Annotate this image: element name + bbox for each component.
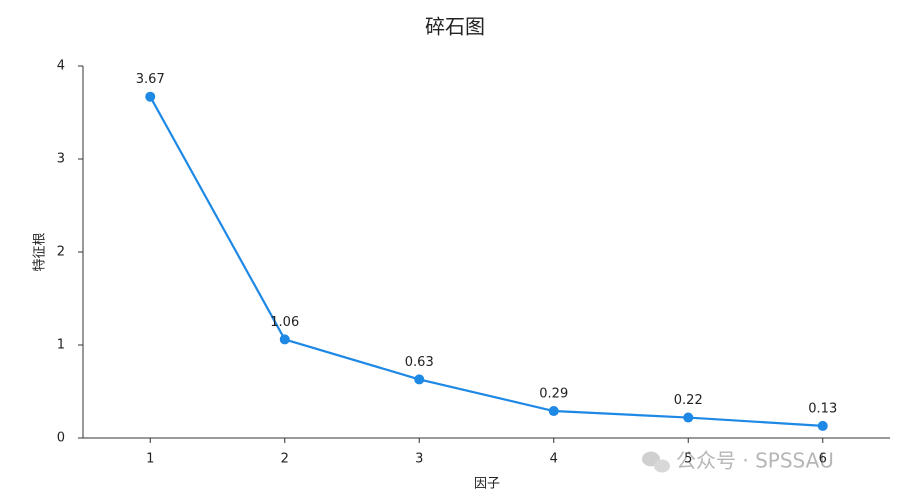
x-tick-label: 5 xyxy=(684,452,692,467)
data-label: 0.29 xyxy=(539,387,568,402)
watermark: 公众号 · SPSSAU xyxy=(676,449,834,473)
data-label: 0.22 xyxy=(674,393,703,408)
data-point xyxy=(548,406,559,417)
data-label: 3.67 xyxy=(136,72,165,87)
data-point xyxy=(279,334,290,345)
data-label: 0.13 xyxy=(808,401,837,416)
data-point xyxy=(683,412,694,423)
x-tick-label: 6 xyxy=(819,452,827,467)
y-tick-label: 4 xyxy=(57,59,65,74)
data-point xyxy=(817,420,828,431)
line-series xyxy=(149,96,823,428)
data-label: 1.06 xyxy=(270,315,299,330)
x-tick-label: 1 xyxy=(146,452,154,467)
y-tick-label: 1 xyxy=(57,338,65,353)
data-label: 0.63 xyxy=(405,355,434,370)
x-tick-label: 2 xyxy=(281,452,289,467)
x-axis-label: 因子 xyxy=(474,477,500,492)
y-tick-label: 3 xyxy=(57,152,65,167)
chart-title: 碎石图 xyxy=(425,15,485,39)
data-point xyxy=(414,374,425,385)
data-point xyxy=(145,91,156,102)
x-tick-label: 4 xyxy=(550,452,558,467)
watermark-icon xyxy=(642,451,670,473)
x-tick-label: 3 xyxy=(415,452,423,467)
y-axis-label: 特征根 xyxy=(33,232,48,271)
y-tick-label: 2 xyxy=(57,245,65,260)
y-tick-label: 0 xyxy=(57,431,65,446)
